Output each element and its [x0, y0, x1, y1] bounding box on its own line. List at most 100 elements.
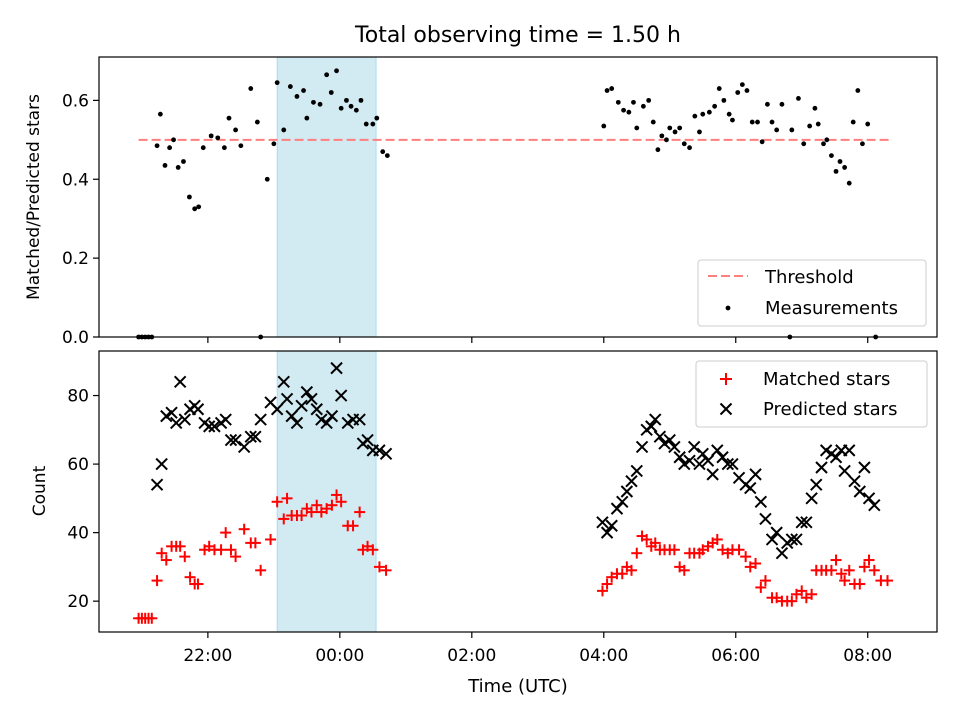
predicted-star-point: [838, 464, 851, 478]
measurement-point: [221, 145, 227, 151]
measurement-point: [175, 165, 181, 170]
matched-star-point: [331, 489, 343, 501]
bottom-ytick-label: 80: [67, 387, 89, 407]
bottom-observing-span: [276, 350, 377, 633]
measurement-point: [294, 94, 300, 99]
measurement-point: [755, 119, 760, 125]
matched-star-point: [271, 496, 283, 508]
matched-star-point: [839, 575, 851, 587]
measurement-point: [338, 105, 344, 111]
matched-star-point: [296, 509, 308, 521]
predicted-star-point: [334, 389, 348, 402]
bottom-ytick-label: 40: [67, 524, 89, 544]
x-tick-label: 06:00: [711, 646, 760, 666]
matched-star-point: [156, 547, 168, 559]
predicted-star-point: [853, 485, 867, 498]
predicted-star-point: [754, 495, 768, 508]
measurement-point: [370, 121, 376, 127]
predicted-star-point: [616, 495, 629, 508]
measurement-point: [815, 121, 821, 127]
measurement-point: [233, 127, 238, 133]
matched-star-point: [354, 506, 366, 518]
legend-predicted-label: Predicted stars: [763, 399, 897, 420]
predicted-star-point: [749, 468, 762, 481]
measurement-point: [721, 97, 727, 103]
predicted-star-point: [325, 409, 339, 423]
predicted-star-point: [800, 516, 813, 529]
measurement-point: [837, 159, 843, 164]
matched-star-point: [668, 544, 680, 556]
predicted-star-point: [379, 447, 393, 461]
predicted-star-point: [843, 444, 856, 457]
predicted-star-point: [625, 475, 638, 488]
bottom-ytick-label: 60: [67, 455, 89, 475]
predicted-star-point: [610, 502, 624, 515]
measurement-point: [692, 113, 698, 119]
predicted-star-point: [759, 512, 772, 526]
measurement-point: [769, 119, 775, 125]
predicted-star-point: [805, 492, 818, 505]
measurement-point: [739, 82, 745, 88]
predicted-star-point: [711, 444, 724, 457]
predicted-star-point: [721, 457, 735, 471]
predicted-star-point: [277, 375, 290, 389]
top-panel: 0.0 0.2 0.4 0.6 Matched/Predicted stars Thr…: [24, 56, 938, 348]
predicted-star-point: [726, 457, 739, 471]
legend-matched-label: Matched stars: [763, 369, 890, 390]
predicted-star-point: [191, 403, 205, 416]
matched-star-point: [311, 499, 323, 511]
matched-star-point: [184, 571, 196, 583]
bottom-legend-box: [695, 360, 928, 428]
matched-star-point: [755, 581, 767, 593]
predicted-star-point: [716, 451, 729, 464]
matched-star-point: [380, 564, 392, 576]
measurement-point: [621, 107, 626, 113]
predicted-star-point: [701, 454, 715, 467]
predicted-star-point: [305, 392, 318, 406]
matched-star-point: [174, 540, 186, 552]
measurement-point: [344, 97, 349, 103]
measurement-point: [348, 103, 354, 109]
predicted-star-point: [815, 461, 828, 474]
measurement-point: [700, 111, 706, 117]
predicted-star-point: [219, 413, 232, 426]
measurement-point: [162, 163, 168, 168]
matched-star-point: [750, 557, 762, 569]
predicted-star-point: [635, 440, 649, 454]
top-ylabel: Matched/Predicted stars: [24, 94, 44, 300]
measurement-point: [171, 137, 176, 143]
matched-star-point: [858, 561, 870, 573]
measurement-point: [287, 84, 293, 89]
top-legend: Threshold Measurements: [697, 259, 927, 327]
predicted-star-point: [795, 516, 808, 529]
matched-star-point: [281, 492, 293, 504]
predicted-star-point: [605, 519, 618, 532]
matched-star-point: [160, 554, 172, 566]
matched-star-point: [854, 578, 866, 590]
predicted-star-point: [829, 451, 843, 464]
measurement-point: [812, 105, 818, 111]
measurement-point: [774, 127, 780, 133]
predicted-star-point: [663, 433, 676, 447]
matched-star-point: [373, 561, 385, 573]
predicted-star-point: [630, 464, 643, 478]
measurement-point: [254, 119, 260, 125]
matched-star-point: [596, 585, 608, 597]
x-axis-label: Time (UTC): [467, 676, 568, 697]
measurement-point: [706, 109, 712, 115]
predicted-star-point: [810, 478, 823, 491]
measurement-point: [353, 107, 359, 113]
measurement-point: [215, 135, 221, 141]
measurement-point: [264, 176, 270, 182]
measurement-point: [712, 103, 718, 109]
measurement-point: [850, 119, 856, 125]
measurement-point: [759, 139, 765, 145]
bottom-plot-frame: [98, 350, 938, 633]
matched-star-point: [220, 527, 232, 539]
matched-star-point: [601, 578, 613, 590]
measurement-point: [829, 153, 834, 158]
matched-star-point: [641, 533, 653, 545]
matched-star-point: [678, 564, 690, 576]
measurement-point: [196, 204, 202, 210]
